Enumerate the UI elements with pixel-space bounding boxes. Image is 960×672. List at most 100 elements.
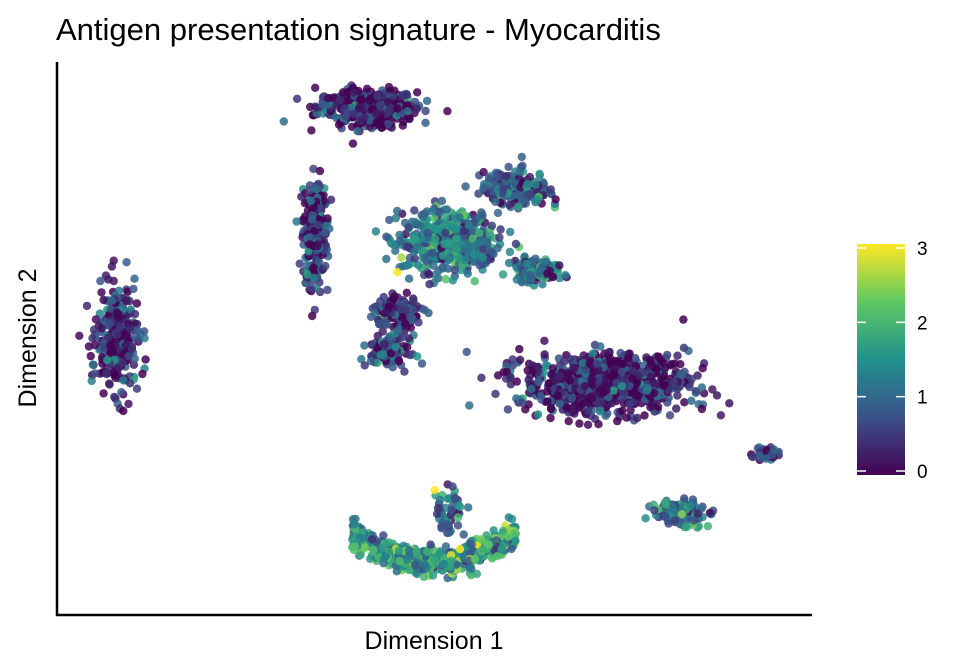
- data-point: [384, 302, 394, 311]
- data-point: [107, 345, 117, 354]
- colorbar: [857, 244, 905, 475]
- data-point: [679, 315, 688, 324]
- data-point: [543, 269, 552, 278]
- data-point: [677, 510, 687, 519]
- data-point: [423, 547, 432, 556]
- data-point: [505, 247, 515, 257]
- data-point: [141, 355, 150, 364]
- data-point: [105, 319, 114, 329]
- data-point: [99, 389, 108, 398]
- data-point: [463, 246, 472, 256]
- data-point: [326, 195, 336, 204]
- data-point: [324, 94, 333, 103]
- data-point: [103, 333, 113, 342]
- data-point: [382, 254, 391, 264]
- data-point: [395, 236, 404, 246]
- data-point: [465, 401, 474, 410]
- data-point: [507, 544, 516, 554]
- data-point: [102, 369, 111, 379]
- data-point: [377, 123, 387, 132]
- data-point: [308, 215, 317, 224]
- data-point: [518, 398, 527, 407]
- data-point: [596, 398, 606, 407]
- data-point: [372, 118, 381, 128]
- data-point: [103, 355, 112, 365]
- data-point: [665, 411, 675, 420]
- data-point: [441, 228, 450, 238]
- data-point: [596, 342, 605, 351]
- data-point: [599, 388, 608, 397]
- colorbar-ticks: 0 1 2 3: [857, 239, 928, 483]
- data-point: [404, 260, 413, 270]
- data-point: [379, 292, 388, 302]
- data-point: [397, 313, 406, 322]
- data-point: [410, 234, 419, 244]
- data-point: [130, 274, 139, 283]
- data-point: [503, 405, 513, 414]
- data-point: [672, 404, 681, 413]
- data-point: [451, 225, 460, 234]
- data-point: [306, 284, 316, 293]
- data-point: [716, 411, 726, 420]
- data-point: [130, 309, 140, 319]
- data-point: [551, 195, 560, 204]
- data-point: [761, 454, 771, 463]
- data-point: [613, 416, 622, 426]
- data-point: [428, 207, 437, 216]
- data-point: [378, 350, 388, 359]
- data-point: [115, 323, 125, 332]
- data-point: [477, 535, 486, 544]
- data-point: [91, 315, 101, 324]
- data-point: [402, 288, 411, 297]
- data-point: [373, 331, 382, 341]
- data-point: [703, 522, 713, 531]
- data-point: [430, 556, 439, 565]
- colorbar-tick-label: 0: [917, 462, 928, 483]
- colorbar-tick-label: 1: [917, 388, 928, 409]
- data-point: [303, 270, 312, 279]
- data-point: [441, 274, 450, 284]
- data-point: [397, 333, 407, 342]
- data-point: [321, 261, 330, 271]
- data-point: [320, 228, 330, 237]
- data-point: [464, 503, 473, 512]
- data-point: [373, 91, 382, 101]
- data-point: [687, 374, 696, 384]
- data-point: [535, 169, 544, 178]
- data-point: [105, 380, 114, 389]
- data-point: [430, 485, 439, 495]
- data-point: [394, 546, 403, 556]
- data-point: [578, 359, 588, 368]
- data-point: [305, 186, 314, 195]
- data-point: [511, 167, 520, 176]
- data-point: [402, 90, 412, 100]
- data-point: [107, 296, 117, 305]
- data-point: [311, 103, 321, 112]
- data-point: [705, 508, 714, 518]
- data-point: [350, 542, 359, 551]
- data-point: [438, 264, 448, 273]
- data-point: [755, 451, 764, 460]
- data-point: [493, 371, 503, 380]
- data-point: [431, 224, 441, 234]
- data-point: [661, 500, 671, 510]
- data-point: [110, 392, 119, 402]
- data-point: [412, 104, 422, 114]
- data-point: [378, 543, 388, 552]
- data-point: [631, 390, 640, 400]
- data-point: [385, 215, 394, 225]
- data-point: [88, 360, 98, 369]
- data-point: [470, 277, 479, 286]
- data-point: [305, 240, 314, 249]
- data-point: [533, 410, 543, 419]
- data-point: [437, 196, 447, 206]
- data-point: [124, 352, 133, 361]
- data-point: [594, 420, 603, 429]
- data-point: [663, 350, 672, 360]
- data-point: [478, 259, 488, 269]
- data-point: [122, 258, 131, 267]
- data-point: [430, 234, 440, 244]
- data-point: [506, 373, 515, 382]
- data-point: [362, 84, 372, 94]
- data-point: [391, 246, 400, 255]
